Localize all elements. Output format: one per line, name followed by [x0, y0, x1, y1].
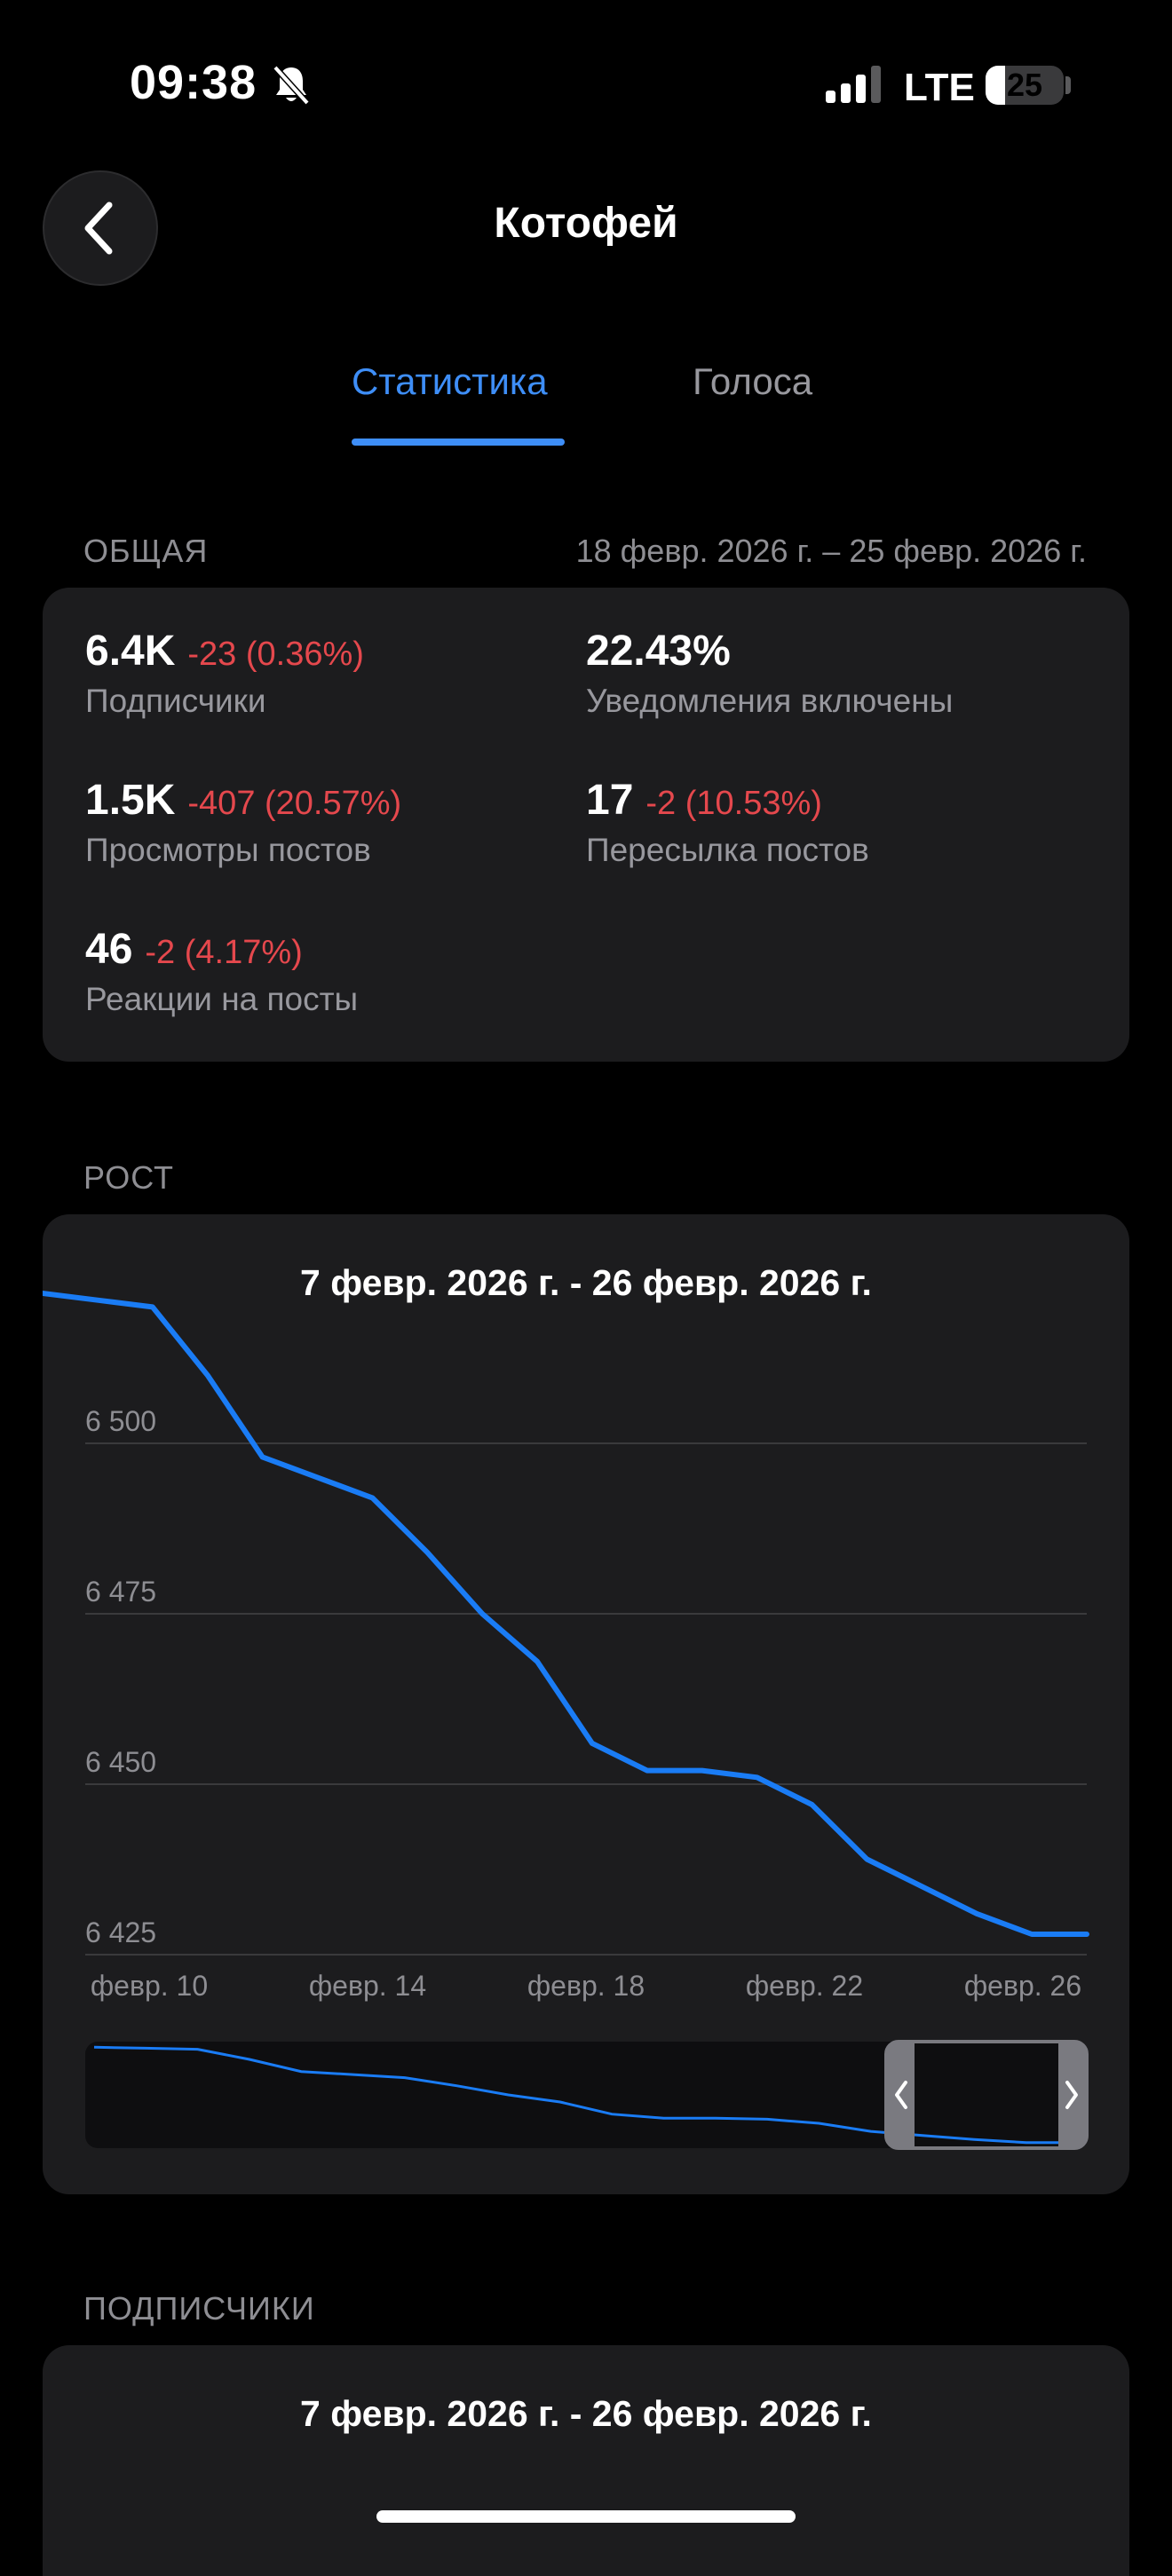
battery-cap: [1065, 76, 1071, 94]
overview-date-range: 18 февр. 2026 г. – 25 февр. 2026 г.: [575, 533, 1087, 569]
signal-icon: [826, 66, 881, 103]
battery-level: [986, 66, 1005, 105]
metric-post-reactions: 46 -2 (4.17%) Реакции на посты: [85, 925, 358, 1018]
x-tick-label: февр. 18: [527, 1970, 645, 2002]
metric-delta: -2 (4.17%): [145, 934, 303, 971]
x-tick-label: февр. 14: [309, 1970, 426, 2002]
x-tick-label: февр. 10: [91, 1970, 208, 2002]
range-selector[interactable]: [884, 2040, 1089, 2150]
status-time: 09:38: [130, 56, 257, 109]
y-tick-label: 6 500: [85, 1405, 156, 1437]
metric-delta: -2 (10.53%): [645, 785, 822, 822]
metric-value: 6.4K: [85, 628, 176, 675]
chevron-right-icon: [1065, 2081, 1078, 2109]
subscribers-section-label: ПОДПИСЧИКИ: [83, 2290, 315, 2327]
metric-value: 17: [586, 777, 634, 824]
metric-value: 46: [85, 926, 133, 973]
metric-post-views: 1.5K -407 (20.57%) Просмотры постов: [85, 776, 401, 869]
tab-statistics[interactable]: Статистика: [352, 360, 548, 402]
range-handle-right[interactable]: [1058, 2042, 1087, 2148]
metric-notifications: 22.43% Уведомления включены: [586, 627, 953, 720]
growth-series-line: [43, 1291, 1089, 1937]
metric-value: 22.43%: [586, 628, 731, 675]
y-axis-ticks: 6 500 6 475 6 450 6 425: [85, 1405, 156, 1948]
network-label: LTE: [904, 66, 975, 109]
bell-slash-icon: [273, 65, 310, 106]
tab-votes[interactable]: Голоса: [693, 360, 813, 402]
y-tick-label: 6 425: [85, 1916, 156, 1948]
battery-icon: 25: [986, 66, 1064, 105]
metric-post-shares: 17 -2 (10.53%) Пересылка постов: [586, 776, 869, 869]
range-handle-left[interactable]: [886, 2042, 915, 2148]
x-tick-label: февр. 22: [746, 1970, 863, 2002]
subscribers-chart-title: 7 февр. 2026 г. - 26 февр. 2026 г.: [300, 2393, 872, 2434]
x-tick-label: февр. 26: [964, 1970, 1081, 2002]
metric-delta: -23 (0.36%): [187, 636, 364, 673]
chevron-left-icon: [84, 201, 113, 255]
chevron-left-icon: [895, 2081, 907, 2109]
growth-section-label: РОСТ: [83, 1159, 175, 1196]
subscribers-card: 7 февр. 2026 г. - 26 февр. 2026 г.: [43, 2345, 1129, 2576]
metric-label: Уведомления включены: [586, 683, 954, 719]
x-axis-ticks: февр. 10 февр. 14 февр. 18 февр. 22 февр. 26: [91, 1970, 1081, 2002]
y-tick-label: 6 475: [85, 1576, 156, 1608]
growth-chart-title: 7 февр. 2026 г. - 26 февр. 2026 г.: [300, 1262, 872, 1303]
page-title: Котофей: [494, 200, 678, 247]
metric-subscribers: 6.4K -23 (0.36%) Подписчики: [85, 627, 364, 720]
back-button[interactable]: [43, 170, 158, 286]
metric-label: Реакции на посты: [85, 981, 359, 1017]
metric-delta: -407 (20.57%): [187, 785, 402, 822]
metric-label: Пересылка постов: [586, 832, 869, 868]
home-indicator[interactable]: [376, 2510, 796, 2523]
metric-label: Просмотры постов: [85, 832, 371, 868]
range-navigator[interactable]: [85, 2042, 1087, 2148]
battery-text: 25: [1006, 67, 1043, 103]
overview-card: 6.4K -23 (0.36%) Подписчики 22.43% Уведом…: [43, 588, 1129, 1062]
growth-card: 7 февр. 2026 г. - 26 февр. 2026 г. 6 500…: [43, 1214, 1129, 2194]
overview-section-label: ОБЩАЯ: [83, 533, 209, 569]
y-tick-label: 6 450: [85, 1746, 156, 1778]
metric-label: Подписчики: [85, 683, 266, 719]
active-tab-indicator: [352, 439, 565, 446]
chart-grid: [85, 1442, 1087, 1956]
metric-value: 1.5K: [85, 777, 176, 824]
